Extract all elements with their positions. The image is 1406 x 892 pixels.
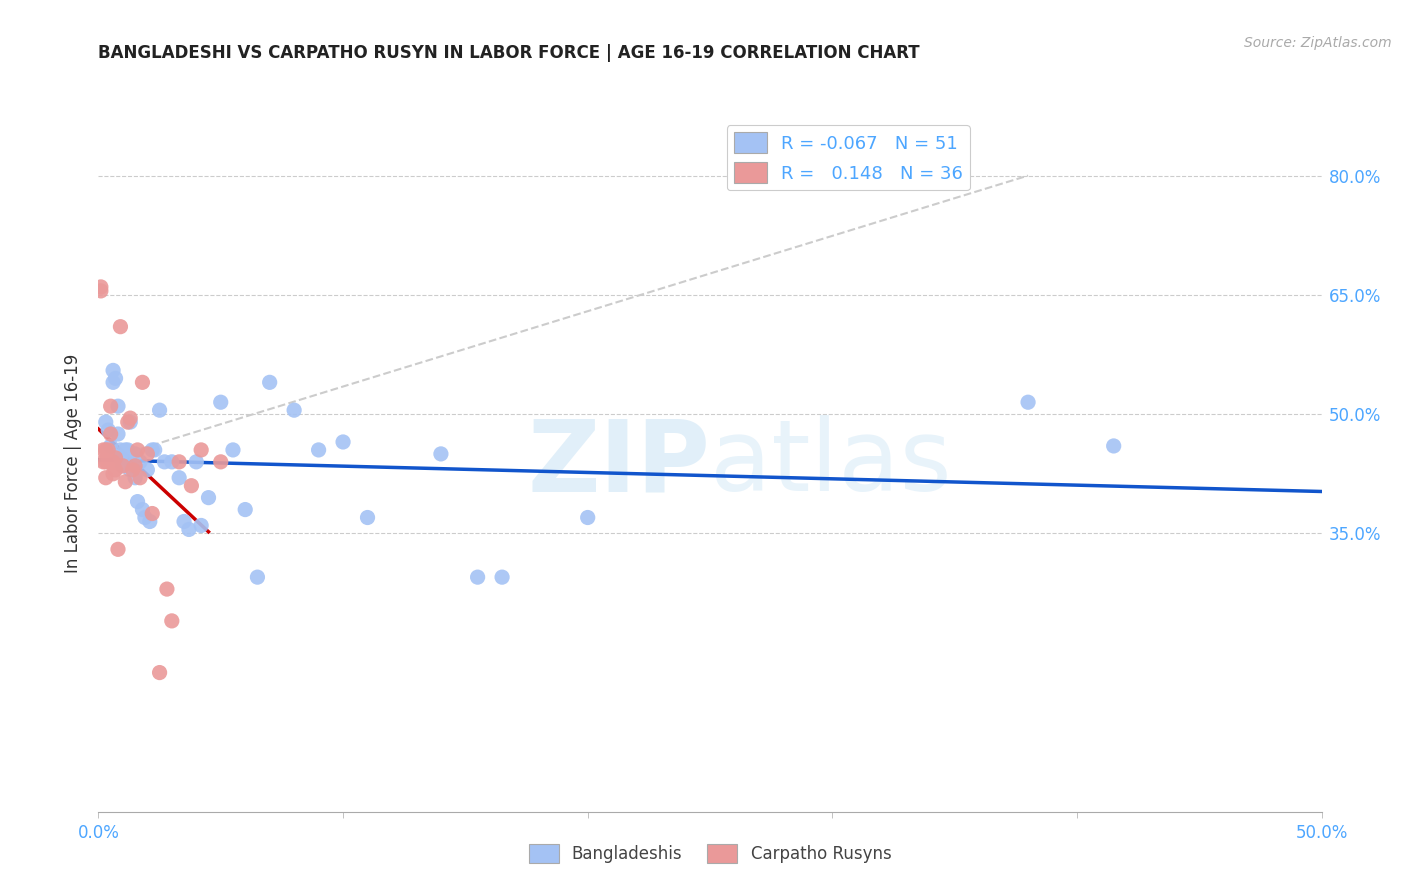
- Point: [233, 502, 256, 516]
- Point: [141, 442, 163, 457]
- Point: [111, 458, 134, 473]
- Point: [259, 376, 281, 390]
- Point: [173, 515, 195, 529]
- Point: [100, 455, 122, 469]
- Point: [149, 665, 172, 680]
- Point: [101, 467, 124, 481]
- Point: [94, 455, 117, 469]
- Point: [134, 510, 156, 524]
- Point: [101, 376, 124, 390]
- Point: [90, 280, 112, 294]
- Point: [177, 523, 200, 537]
- Point: [117, 415, 139, 429]
- Point: [94, 442, 117, 457]
- Point: [110, 442, 132, 457]
- Point: [139, 515, 162, 529]
- Point: [156, 582, 179, 596]
- Point: [100, 427, 122, 442]
- Point: [121, 450, 143, 465]
- Point: [101, 455, 124, 469]
- Point: [97, 442, 120, 457]
- Point: [100, 439, 122, 453]
- Point: [110, 450, 132, 465]
- Text: BANGLADESHI VS CARPATHO RUSYN IN LABOR FORCE | AGE 16-19 CORRELATION CHART: BANGLADESHI VS CARPATHO RUSYN IN LABOR F…: [98, 45, 920, 62]
- Point: [491, 570, 513, 584]
- Point: [104, 463, 127, 477]
- Point: [131, 502, 153, 516]
- Point: [94, 471, 117, 485]
- Point: [467, 570, 489, 584]
- Point: [143, 442, 166, 457]
- Point: [127, 442, 149, 457]
- Point: [131, 376, 153, 390]
- Y-axis label: In Labor Force | Age 16-19: In Labor Force | Age 16-19: [65, 354, 83, 574]
- Point: [167, 471, 190, 485]
- Point: [149, 403, 172, 417]
- Point: [430, 447, 453, 461]
- Point: [97, 455, 120, 469]
- Text: Source: ZipAtlas.com: Source: ZipAtlas.com: [1244, 36, 1392, 50]
- Text: atlas: atlas: [710, 416, 952, 512]
- Point: [332, 434, 354, 449]
- Point: [576, 510, 599, 524]
- Point: [190, 442, 212, 457]
- Point: [120, 415, 142, 429]
- Point: [167, 455, 190, 469]
- Point: [121, 463, 143, 477]
- Point: [91, 455, 114, 469]
- Point: [209, 395, 232, 409]
- Point: [180, 479, 202, 493]
- Point: [127, 494, 149, 508]
- Point: [107, 399, 129, 413]
- Point: [111, 450, 134, 465]
- Point: [110, 319, 132, 334]
- Point: [209, 455, 232, 469]
- Point: [124, 471, 146, 485]
- Point: [136, 447, 159, 461]
- Point: [114, 442, 136, 457]
- Point: [124, 447, 146, 461]
- Point: [136, 463, 159, 477]
- Point: [160, 614, 183, 628]
- Point: [124, 458, 146, 473]
- Point: [111, 458, 134, 473]
- Point: [117, 442, 139, 457]
- Point: [1017, 395, 1039, 409]
- Point: [308, 442, 330, 457]
- Point: [190, 518, 212, 533]
- Point: [120, 463, 142, 477]
- Point: [283, 403, 305, 417]
- Point: [120, 411, 142, 425]
- Point: [97, 423, 120, 437]
- Point: [129, 471, 152, 485]
- Point: [129, 455, 152, 469]
- Point: [101, 363, 124, 377]
- Point: [197, 491, 219, 505]
- Point: [104, 371, 127, 385]
- Point: [1102, 439, 1125, 453]
- Point: [222, 442, 245, 457]
- Point: [186, 455, 208, 469]
- Point: [114, 475, 136, 489]
- Point: [160, 455, 183, 469]
- Point: [94, 415, 117, 429]
- Point: [141, 507, 163, 521]
- Point: [104, 450, 127, 465]
- Point: [356, 510, 378, 524]
- Point: [246, 570, 269, 584]
- Legend: Bangladeshis, Carpatho Rusyns: Bangladeshis, Carpatho Rusyns: [522, 837, 898, 870]
- Text: ZIP: ZIP: [527, 416, 710, 512]
- Point: [107, 542, 129, 557]
- Point: [100, 399, 122, 413]
- Point: [153, 455, 176, 469]
- Point: [107, 427, 129, 442]
- Point: [91, 442, 114, 457]
- Point: [90, 284, 112, 298]
